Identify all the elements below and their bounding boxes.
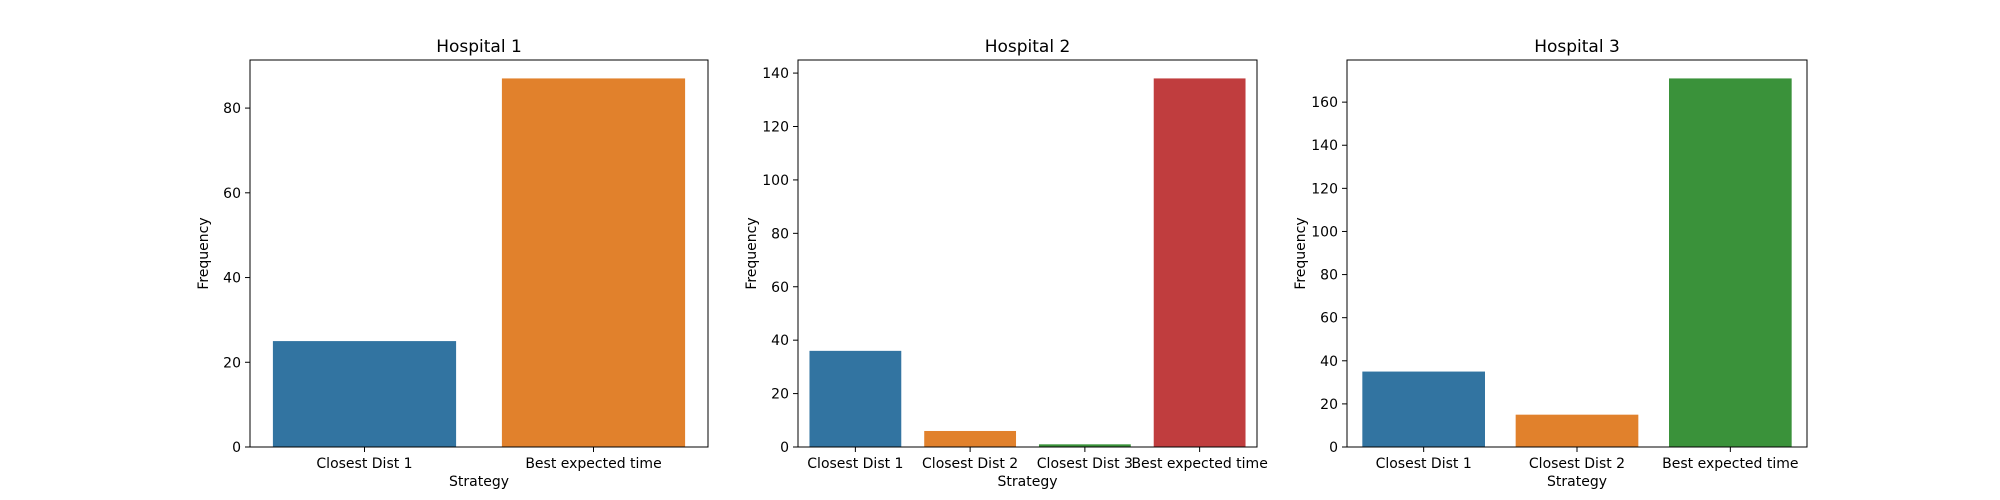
y-tick-label: 40: [223, 271, 241, 287]
y-tick-label: 120: [1311, 181, 1338, 197]
y-tick-label: 20: [771, 387, 789, 403]
bar-2-2: [924, 430, 1017, 447]
chart-panel-3: 0 20 40 60 80 100 120 140 160 Closest Dist 1 Close…: [1293, 37, 1808, 490]
x-tick-label: Closest Dist 3: [1037, 456, 1133, 472]
bar-2-4: [1153, 78, 1246, 447]
x-tick-label: Closest Dist 1: [316, 456, 412, 472]
chart-panel-1: 0 20 40 60 80 Closest Dist 1 Best expected tim…: [196, 37, 709, 490]
y-tick-label: 140: [762, 66, 789, 82]
y-tick-label: 40: [1320, 354, 1338, 370]
y-tick-label: 120: [762, 120, 789, 136]
y-axis-label: Frequency: [744, 217, 760, 289]
y-tick-label: 60: [223, 186, 241, 202]
axes-frame: [797, 59, 1258, 448]
bar-3-2: [1515, 414, 1639, 447]
y-axis-label: Frequency: [1293, 217, 1309, 289]
bar-3-1: [1362, 371, 1485, 447]
y-tick-label: 80: [1320, 268, 1338, 284]
x-tick-label: Closest Dist 1: [1376, 456, 1472, 472]
y-tick-label: 100: [762, 173, 789, 189]
chart-title: Hospital 2: [985, 37, 1071, 57]
y-tick-label: 0: [1329, 440, 1338, 456]
chart-title: Hospital 3: [1534, 37, 1620, 57]
x-tick-label: Closest Dist 1: [807, 456, 903, 472]
x-tick-label: Best expected time: [1662, 456, 1798, 472]
y-tick-label: 40: [771, 333, 789, 349]
y-tick-label: 0: [780, 440, 789, 456]
y-tick-label: 0: [232, 440, 241, 456]
x-axis-label: Strategy: [998, 474, 1058, 490]
x-tick-label: Best expected time: [525, 456, 661, 472]
x-tick-label: Closest Dist 2: [922, 456, 1018, 472]
bar-1-1: [272, 341, 457, 447]
y-tick-label: 20: [223, 355, 241, 371]
y-tick-label: 20: [1320, 397, 1338, 413]
y-tick-label: 160: [1311, 95, 1338, 111]
chart-panel-2: 0 20 40 60 80 100 120 140 Closest Dist 1 Closest …: [744, 37, 1268, 490]
bar-1-2: [501, 78, 686, 447]
y-tick-label: 100: [1311, 224, 1338, 240]
x-axis-label: Strategy: [449, 474, 509, 490]
chart-title: Hospital 1: [436, 37, 522, 57]
y-tick-label: 140: [1311, 138, 1338, 154]
axes-frame: [249, 59, 709, 448]
y-tick-label: 80: [771, 226, 789, 242]
bar-2-3: [1038, 444, 1131, 447]
y-axis-label: Frequency: [196, 217, 212, 289]
bar-2-1: [809, 350, 902, 447]
panels: 0 20 40 60 80 Closest Dist 1 Best expected tim…: [196, 37, 1808, 490]
bar-3-3: [1669, 78, 1792, 447]
x-tick-label: Best expected time: [1131, 456, 1267, 472]
y-tick-label: 60: [771, 280, 789, 296]
y-tick-label: 60: [1320, 311, 1338, 327]
x-axis-label: Strategy: [1547, 474, 1607, 490]
x-tick-label: Closest Dist 2: [1529, 456, 1625, 472]
y-tick-label: 80: [223, 101, 241, 117]
